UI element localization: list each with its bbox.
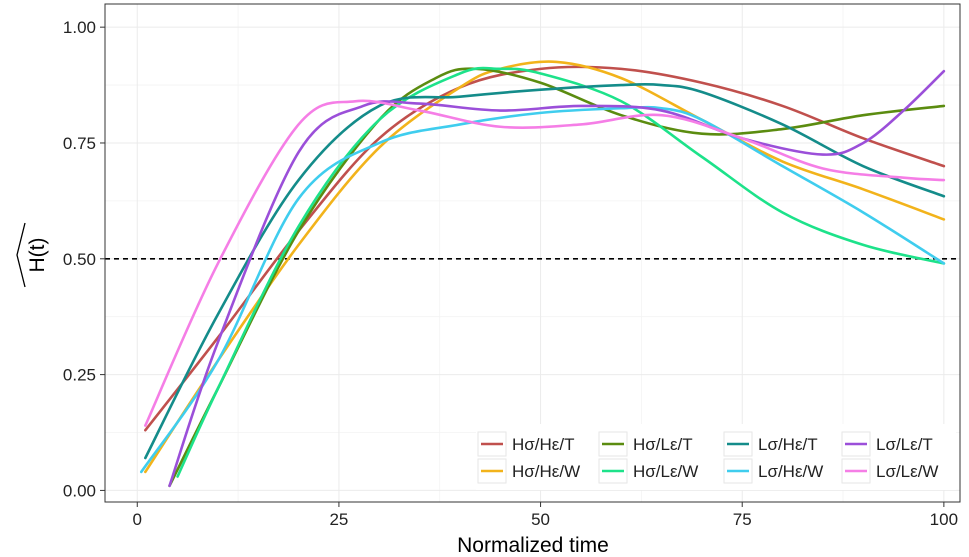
legend-entry-8: Lσ/Lε/W — [841, 458, 938, 484]
legend: Hσ/Hε/T Hσ/Lε/T Lσ/Hε/T Lσ/Lε/T Hσ/Hε/W Hσ/Lε… — [476, 424, 956, 490]
x-tick-label: 0 — [133, 510, 142, 529]
legend-entry-6: Lσ/Hε/W — [723, 458, 823, 484]
x-tick-label: 75 — [733, 510, 752, 529]
y-tick-label: 0.75 — [63, 134, 96, 153]
x-axis-title: Normalized time — [457, 534, 609, 557]
series-line-4 — [176, 66, 946, 478]
y-axis-title-hat — [16, 222, 26, 288]
legend-entry-2: Hσ/Hε/W — [477, 458, 580, 484]
legend-label: Lσ/Lε/T — [876, 435, 933, 454]
x-tick-label: 100 — [930, 510, 958, 529]
legend-entry-7: Lσ/Lε/T — [841, 431, 933, 457]
series-line-3 — [168, 67, 946, 488]
y-tick-label: 0.50 — [63, 250, 96, 269]
series-line-8 — [144, 99, 946, 427]
y-tick-label: 1.00 — [63, 18, 96, 37]
legend-label: Hσ/Hε/W — [512, 462, 580, 481]
svg-text:H(t): H(t) — [26, 238, 49, 273]
legend-entry-3: Hσ/Lε/T — [598, 431, 693, 457]
legend-label: Hσ/Lε/W — [633, 462, 698, 481]
legend-entry-1: Hσ/Hε/T — [477, 431, 574, 457]
series-line-7 — [168, 69, 946, 488]
series-layer — [140, 60, 946, 488]
legend-label: Lσ/Lε/W — [876, 462, 938, 481]
legend-label: Lσ/Hε/T — [758, 435, 818, 454]
legend-entry-4: Hσ/Lε/W — [598, 458, 698, 484]
y-tick-label: 0.25 — [63, 366, 96, 385]
legend-label: Hσ/Lε/T — [633, 435, 693, 454]
legend-background — [476, 424, 956, 490]
x-tick-label: 25 — [329, 510, 348, 529]
plot-border — [104, 3, 961, 503]
y-axis-title: H(t) — [16, 222, 49, 288]
legend-label: Hσ/Hε/T — [512, 435, 574, 454]
plot-panel — [105, 4, 960, 502]
x-tick-label: 50 — [531, 510, 550, 529]
y-tick-label: 0.00 — [63, 481, 96, 500]
axes: 0 25 50 75 100 0.00 0.25 0.50 0.75 1.00 — [63, 18, 958, 529]
series-line-6 — [140, 105, 946, 474]
legend-entry-5: Lσ/Hε/T — [723, 431, 818, 457]
legend-label: Lσ/Hε/W — [758, 462, 823, 481]
